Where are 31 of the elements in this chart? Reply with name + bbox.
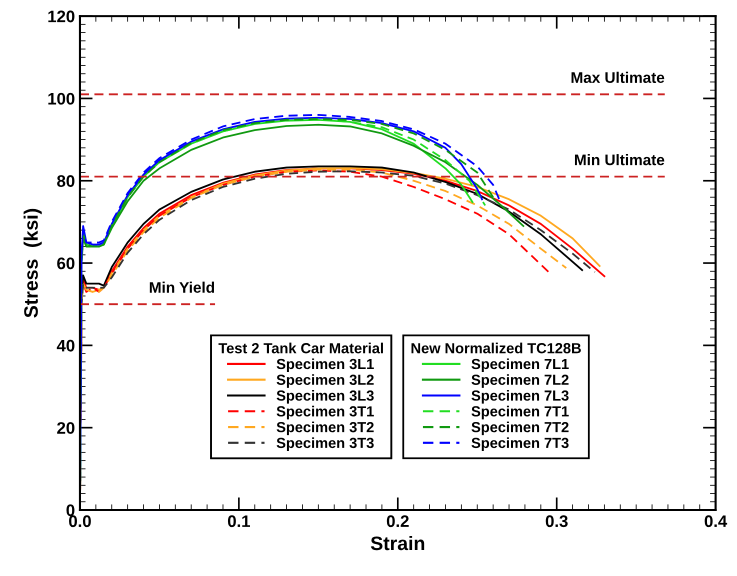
legend-label: Specimen 7L2 xyxy=(471,374,569,388)
annotation: Min Yield xyxy=(150,282,214,293)
y-tick-label: 60 xyxy=(57,257,74,270)
y-tick-label: 20 xyxy=(57,422,74,434)
y-tick-label: 120 xyxy=(48,10,74,22)
x-axis-title: Strain xyxy=(370,536,424,550)
legend-label: Specimen 3T3 xyxy=(276,437,374,451)
legend-label: Specimen 3T1 xyxy=(276,406,374,420)
legend-label: Specimen 3L1 xyxy=(276,358,374,372)
y-tick-label: 100 xyxy=(48,92,74,105)
y-tick-label: 80 xyxy=(57,175,74,187)
legend-label: Specimen 3T2 xyxy=(276,422,374,436)
text: Test 2 Tank Car Material xyxy=(218,342,383,354)
legend-label: Specimen 7T3 xyxy=(471,437,569,451)
text: New Normalized TC128B xyxy=(412,342,581,354)
annotation: Max Ultimate xyxy=(572,72,664,83)
legend-label: Specimen 7T2 xyxy=(471,422,569,436)
x-tick-label: 0.0 xyxy=(69,515,91,528)
y-tick-label: 0 xyxy=(66,504,74,516)
annotation: Min Ultimate xyxy=(574,154,664,166)
x-tick-label: 0.3 xyxy=(546,515,568,528)
y-tick-label: 40 xyxy=(56,340,74,352)
x-tick-label: 0.4 xyxy=(704,515,728,528)
y-axis-title: Stress (ksi) xyxy=(24,208,42,318)
legend-label: Specimen 3L3 xyxy=(276,390,374,404)
x-tick-label: 0.1 xyxy=(228,515,250,528)
legend-label: Specimen 7T1 xyxy=(471,406,569,420)
x-tick-label: 0.2 xyxy=(386,515,409,528)
legend-label: Specimen 7L3 xyxy=(471,390,569,404)
legend-label: Specimen 3L2 xyxy=(276,374,374,388)
legend-label: Specimen 7L1 xyxy=(471,358,569,372)
